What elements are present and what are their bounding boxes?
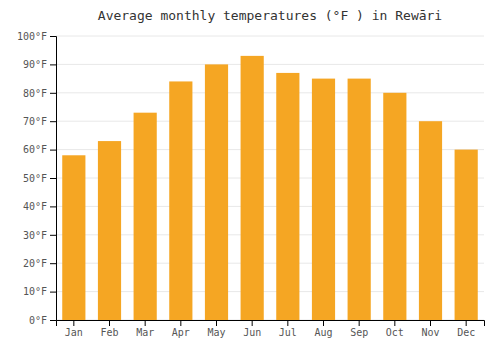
tick-mark bbox=[430, 320, 431, 326]
x-tick: Aug bbox=[314, 320, 332, 338]
bar bbox=[455, 150, 478, 320]
tick-mark bbox=[252, 320, 253, 326]
tick-label: Sep bbox=[350, 327, 368, 338]
x-tick: Jun bbox=[243, 320, 261, 338]
x-tick: Sep bbox=[350, 320, 368, 338]
y-tick: 80°F bbox=[23, 88, 56, 99]
x-tick: Oct bbox=[386, 320, 404, 338]
grid-line bbox=[56, 64, 484, 65]
y-tick: 0°F bbox=[29, 315, 56, 326]
x-tick: May bbox=[207, 320, 225, 338]
tick-label: 70°F bbox=[23, 116, 47, 127]
tick-label: Jun bbox=[243, 327, 261, 338]
x-tick: Mar bbox=[136, 320, 154, 338]
tick-label: Jul bbox=[279, 327, 297, 338]
y-tick: 90°F bbox=[23, 59, 56, 70]
tick-mark bbox=[50, 320, 56, 321]
bars bbox=[62, 56, 478, 320]
y-tick: 10°F bbox=[23, 286, 56, 297]
tick-mark bbox=[50, 36, 56, 37]
tick-mark bbox=[50, 150, 56, 151]
x-tick: Nov bbox=[421, 320, 439, 338]
tick-label: Mar bbox=[136, 327, 154, 338]
grid-line bbox=[56, 92, 484, 93]
tick-label: 80°F bbox=[23, 88, 47, 99]
x-tick: Apr bbox=[172, 320, 190, 338]
axis-line bbox=[50, 37, 57, 321]
y-tick: 60°F bbox=[23, 144, 56, 155]
tick-label: 20°F bbox=[23, 258, 47, 269]
tick-label: Jan bbox=[65, 327, 83, 338]
bar bbox=[276, 73, 299, 320]
bar bbox=[62, 155, 85, 320]
tick-mark bbox=[73, 320, 74, 326]
tick-mark bbox=[466, 320, 467, 326]
tick-label: May bbox=[207, 327, 225, 338]
tick-mark bbox=[50, 263, 56, 264]
tick-label: Feb bbox=[100, 327, 118, 338]
y-tick: 20°F bbox=[23, 258, 56, 269]
plot: 0°F 10°F 20°F 30°F 40°F 50°F 60°F 70°F 80°F 90°F 1… bbox=[17, 31, 485, 338]
tick-label: Dec bbox=[457, 327, 475, 338]
grid-line bbox=[56, 36, 484, 37]
tick-mark bbox=[50, 121, 56, 122]
tick-mark bbox=[50, 64, 56, 65]
grid bbox=[56, 36, 484, 320]
x-axis: Jan Feb Mar Apr May Jun Jul Aug Sep Oct Nov Dec bbox=[57, 320, 485, 338]
x-tick: Feb bbox=[100, 320, 118, 338]
x-tick: Jan bbox=[65, 320, 83, 338]
tick-mark bbox=[50, 292, 56, 293]
tick-mark bbox=[394, 320, 395, 326]
tick-label: 60°F bbox=[23, 144, 47, 155]
tick-mark bbox=[109, 320, 110, 326]
bar bbox=[383, 93, 406, 320]
tick-mark bbox=[323, 320, 324, 326]
y-axis: 0°F 10°F 20°F 30°F 40°F 50°F 60°F 70°F 80°F 90°F 1… bbox=[17, 31, 57, 326]
x-tick: Jul bbox=[279, 320, 297, 338]
tick-mark bbox=[359, 320, 360, 326]
tick-label: Oct bbox=[386, 327, 404, 338]
tick-label: Apr bbox=[172, 327, 190, 338]
bar bbox=[169, 81, 192, 320]
bar bbox=[419, 121, 442, 320]
title: Average monthly temperatures (°F ) in Re… bbox=[98, 8, 442, 23]
tick-mark bbox=[50, 178, 56, 179]
y-tick: 100°F bbox=[17, 31, 56, 42]
axis-line bbox=[57, 321, 485, 327]
bar bbox=[134, 113, 157, 320]
chart: 0°F 10°F 20°F 30°F 40°F 50°F 60°F 70°F 80°F 90°F 1… bbox=[0, 0, 500, 350]
tick-label: 40°F bbox=[23, 201, 47, 212]
x-tick: Dec bbox=[457, 320, 475, 338]
tick-label: 90°F bbox=[23, 59, 47, 70]
tick-mark bbox=[287, 320, 288, 326]
y-tick: 70°F bbox=[23, 116, 56, 127]
tick-label: 50°F bbox=[23, 173, 47, 184]
y-tick: 50°F bbox=[23, 173, 56, 184]
bar bbox=[348, 79, 371, 320]
tick-mark bbox=[216, 320, 217, 326]
tick-mark bbox=[50, 235, 56, 236]
tick-label: 0°F bbox=[29, 315, 47, 326]
bar bbox=[205, 64, 228, 320]
tick-label: Nov bbox=[421, 327, 439, 338]
y-tick: 30°F bbox=[23, 230, 56, 241]
tick-mark bbox=[145, 320, 146, 326]
bar bbox=[98, 141, 121, 320]
tick-label: Aug bbox=[314, 327, 332, 338]
bar bbox=[241, 56, 264, 320]
tick-label: 100°F bbox=[17, 31, 47, 42]
tick-mark bbox=[180, 320, 181, 326]
bar bbox=[312, 79, 335, 320]
tick-mark bbox=[50, 93, 56, 94]
y-tick: 40°F bbox=[23, 201, 56, 212]
tick-label: 30°F bbox=[23, 230, 47, 241]
tick-mark bbox=[50, 206, 56, 207]
tick-label: 10°F bbox=[23, 286, 47, 297]
